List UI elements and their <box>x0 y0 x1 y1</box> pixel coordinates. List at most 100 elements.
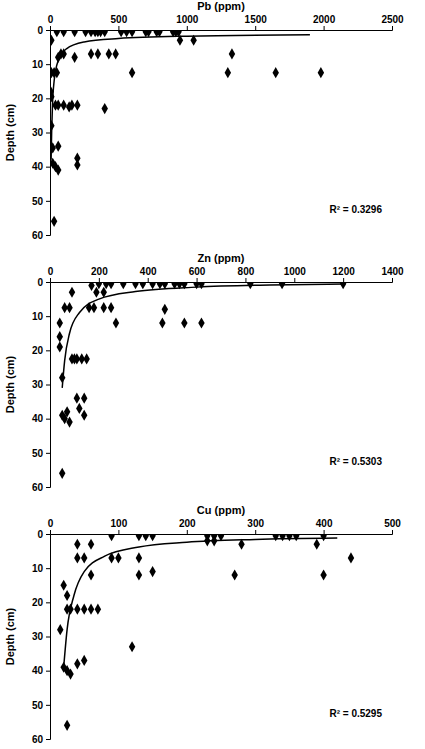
x-tick: 400 <box>316 518 333 534</box>
plot-area <box>50 30 324 227</box>
y-tick: 50 <box>32 448 50 459</box>
x-tick-label: 500 <box>111 14 128 25</box>
data-point <box>149 282 155 289</box>
y-tick-mark <box>46 534 50 535</box>
data-point <box>74 604 80 615</box>
y-tick-label: 30 <box>32 379 44 390</box>
data-point <box>81 552 87 563</box>
y-tick-mark <box>46 201 50 202</box>
y-tick-label: 40 <box>32 413 44 424</box>
y-tick-label: 30 <box>32 631 44 642</box>
data-point <box>57 624 63 635</box>
y-tick: 50 <box>32 700 50 711</box>
data-point <box>66 416 72 427</box>
data-point <box>55 141 61 152</box>
plot-area <box>57 282 347 479</box>
x-tick: 800 <box>238 266 255 282</box>
data-point <box>64 590 70 601</box>
x-tick-mark <box>392 530 393 534</box>
data-point <box>229 48 235 59</box>
data-point <box>81 410 87 421</box>
data-point <box>55 164 61 175</box>
y-tick-mark <box>46 671 50 672</box>
y-tick-mark <box>46 98 50 99</box>
x-tick-mark <box>197 278 198 282</box>
x-tick-mark <box>118 26 119 30</box>
x-tick-label: 100 <box>111 518 128 529</box>
data-point <box>108 282 114 289</box>
x-tick-label: 1200 <box>333 266 356 277</box>
data-point <box>91 302 97 313</box>
x-tick-mark <box>294 278 295 282</box>
data-point <box>81 604 87 615</box>
y-tick-mark <box>46 350 50 351</box>
x-axis-line <box>51 530 393 535</box>
x-tick: 0 <box>48 14 54 30</box>
x-tick: 2500 <box>381 14 404 30</box>
data-point <box>108 302 114 313</box>
y-tick-mark <box>46 30 50 31</box>
panel: 01002003004005000102030405060Cu (ppm)Dep… <box>4 504 401 745</box>
y-tick-label: 50 <box>32 700 44 711</box>
y-tick: 30 <box>32 631 50 642</box>
trend-line <box>64 538 338 667</box>
y-tick-label: 0 <box>37 277 43 288</box>
x-tick-label: 1000 <box>284 266 307 277</box>
plot-area <box>57 534 354 731</box>
y-axis-line <box>46 31 51 236</box>
y-tick-mark <box>46 637 50 638</box>
y-tick-mark <box>46 487 50 488</box>
y-tick: 60 <box>32 734 50 745</box>
x-tick-mark <box>99 278 100 282</box>
x-tick-mark <box>343 278 344 282</box>
y-tick: 10 <box>32 563 50 574</box>
x-tick-label: 500 <box>384 518 401 529</box>
data-point <box>69 287 75 298</box>
x-tick: 200 <box>179 518 196 534</box>
x-tick-mark <box>50 26 51 30</box>
x-tick: 2000 <box>313 14 336 30</box>
data-point <box>74 658 80 669</box>
data-point <box>71 52 77 63</box>
x-axis: 0100200300400500 <box>48 518 402 535</box>
y-tick-label: 50 <box>32 448 44 459</box>
x-tick-label: 2500 <box>381 14 404 25</box>
data-point <box>67 668 73 679</box>
x-tick: 600 <box>189 266 206 282</box>
y-tick: 50 <box>32 196 50 207</box>
x-tick-label: 1500 <box>245 14 268 25</box>
y-tick: 40 <box>32 413 50 424</box>
y-axis-title: Depth (cm) <box>4 355 16 413</box>
y-tick-label: 10 <box>32 59 44 70</box>
x-tick-mark <box>50 530 51 534</box>
y-tick-mark <box>46 705 50 706</box>
data-point <box>74 159 80 170</box>
x-tick-label: 400 <box>140 266 157 277</box>
x-axis: 0 500 1000 1500 2000 2500 <box>48 14 404 31</box>
x-tick-label: 1400 <box>381 266 404 277</box>
data-point <box>93 287 99 298</box>
y-tick-label: 0 <box>37 25 43 36</box>
data-point <box>88 539 94 550</box>
data-point <box>340 282 346 289</box>
x-tick-mark <box>324 530 325 534</box>
data-point <box>225 67 231 78</box>
data-point <box>81 393 87 404</box>
data-point <box>57 331 63 342</box>
data-point <box>132 282 138 289</box>
x-tick: 100 <box>111 518 128 534</box>
data-point <box>149 534 155 541</box>
x-axis-line <box>51 26 393 31</box>
x-tick: 1000 <box>176 14 199 30</box>
y-axis-line <box>46 283 51 488</box>
x-axis: 0200400600800100012001400 <box>48 266 404 283</box>
x-tick-label: 400 <box>316 518 333 529</box>
data-point <box>159 317 165 328</box>
y-tick-label: 60 <box>32 230 44 241</box>
y-tick: 20 <box>32 93 50 104</box>
y-tick-mark <box>46 602 50 603</box>
y-tick-mark <box>46 419 50 420</box>
y-tick-label: 40 <box>32 665 44 676</box>
x-tick: 300 <box>247 518 264 534</box>
y-axis-line <box>46 535 51 740</box>
